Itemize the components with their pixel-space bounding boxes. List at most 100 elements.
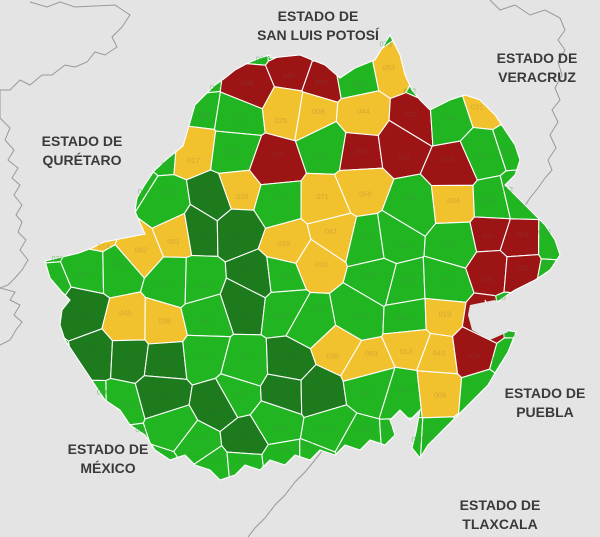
svg-text:040: 040 <box>200 316 213 325</box>
svg-text:008: 008 <box>312 107 325 116</box>
svg-text:039: 039 <box>233 234 246 243</box>
svg-text:050: 050 <box>317 388 330 397</box>
svg-text:031: 031 <box>471 102 484 111</box>
svg-text:017: 017 <box>199 353 212 362</box>
svg-text:018: 018 <box>540 260 553 269</box>
svg-text:062: 062 <box>135 246 148 255</box>
svg-text:013: 013 <box>398 152 411 161</box>
svg-text:033: 033 <box>397 241 410 250</box>
svg-text:027: 027 <box>503 147 516 156</box>
svg-text:029: 029 <box>207 406 220 415</box>
svg-text:066: 066 <box>402 276 415 285</box>
svg-text:045: 045 <box>210 83 223 92</box>
svg-text:017: 017 <box>187 156 200 165</box>
svg-text:071: 071 <box>316 192 329 201</box>
svg-text:034: 034 <box>86 346 99 355</box>
svg-text:080: 080 <box>158 390 171 399</box>
svg-text:053: 053 <box>310 304 323 313</box>
svg-text:050: 050 <box>359 190 372 199</box>
svg-text:044: 044 <box>357 106 370 115</box>
svg-text:040: 040 <box>282 71 295 80</box>
svg-text:071: 071 <box>275 388 288 397</box>
svg-text:063: 063 <box>355 147 368 156</box>
svg-text:030: 030 <box>274 423 287 432</box>
svg-text:052: 052 <box>158 280 171 289</box>
svg-text:036: 036 <box>51 254 64 263</box>
svg-text:058: 058 <box>363 270 376 279</box>
svg-text:073: 073 <box>77 312 90 321</box>
svg-text:026: 026 <box>468 351 481 360</box>
svg-text:060: 060 <box>538 227 551 236</box>
svg-text:035: 035 <box>315 151 328 160</box>
svg-text:029: 029 <box>236 192 249 201</box>
svg-text:030: 030 <box>197 233 210 242</box>
svg-text:019: 019 <box>439 309 452 318</box>
svg-text:046: 046 <box>78 269 91 278</box>
svg-text:020: 020 <box>422 432 435 441</box>
svg-text:031: 031 <box>123 355 136 364</box>
svg-text:041: 041 <box>325 227 338 236</box>
svg-text:009: 009 <box>484 196 497 205</box>
svg-text:051: 051 <box>404 110 417 119</box>
svg-text:038: 038 <box>158 317 171 326</box>
svg-text:049: 049 <box>352 79 365 88</box>
svg-text:042: 042 <box>55 278 68 287</box>
svg-text:061: 061 <box>302 440 315 449</box>
svg-text:055: 055 <box>198 281 211 290</box>
svg-text:009: 009 <box>434 390 447 399</box>
svg-text:013: 013 <box>400 347 413 356</box>
svg-text:042: 042 <box>239 455 252 464</box>
svg-text:016: 016 <box>138 187 151 196</box>
svg-text:048: 048 <box>404 193 417 202</box>
svg-text:014: 014 <box>98 241 111 250</box>
svg-text:059: 059 <box>398 313 411 322</box>
svg-text:003: 003 <box>159 355 172 364</box>
svg-text:024: 024 <box>360 232 373 241</box>
svg-text:037: 037 <box>483 231 496 240</box>
svg-text:049: 049 <box>274 311 287 320</box>
svg-text:001: 001 <box>167 237 180 246</box>
svg-text:059: 059 <box>198 111 211 120</box>
svg-text:001: 001 <box>236 433 249 442</box>
svg-text:004: 004 <box>447 196 460 205</box>
svg-text:003: 003 <box>161 160 174 169</box>
svg-text:043: 043 <box>441 155 454 164</box>
svg-text:063: 063 <box>365 349 378 358</box>
svg-text:060: 060 <box>209 453 222 462</box>
svg-text:027: 027 <box>491 355 504 364</box>
svg-text:023: 023 <box>162 187 175 196</box>
svg-text:043: 043 <box>433 348 446 357</box>
svg-text:023: 023 <box>121 400 134 409</box>
svg-text:062: 062 <box>196 434 209 443</box>
svg-text:016: 016 <box>97 387 110 396</box>
svg-text:053: 053 <box>382 63 395 72</box>
svg-text:022: 022 <box>256 55 269 64</box>
svg-text:026: 026 <box>478 151 491 160</box>
svg-text:034: 034 <box>444 114 457 123</box>
svg-text:061: 061 <box>112 260 125 269</box>
svg-text:048: 048 <box>360 388 373 397</box>
svg-text:004: 004 <box>397 385 410 394</box>
svg-text:065: 065 <box>279 271 292 280</box>
svg-text:047: 047 <box>236 388 249 397</box>
svg-text:064: 064 <box>516 230 529 239</box>
svg-text:033: 033 <box>380 422 393 431</box>
svg-text:012: 012 <box>501 185 514 194</box>
svg-text:056: 056 <box>315 78 328 87</box>
svg-text:021: 021 <box>481 275 494 284</box>
svg-text:038: 038 <box>241 78 254 87</box>
svg-text:022: 022 <box>516 264 529 273</box>
svg-text:032: 032 <box>404 86 417 95</box>
svg-text:080: 080 <box>201 187 214 196</box>
svg-text:054: 054 <box>441 276 454 285</box>
svg-text:047: 047 <box>273 192 286 201</box>
svg-text:057: 057 <box>240 351 253 360</box>
svg-text:028: 028 <box>278 239 291 248</box>
svg-text:036: 036 <box>135 425 148 434</box>
svg-text:010: 010 <box>315 260 328 269</box>
svg-text:032: 032 <box>352 311 365 320</box>
svg-text:046: 046 <box>276 445 289 454</box>
svg-text:079: 079 <box>284 352 297 361</box>
svg-text:035: 035 <box>326 352 339 361</box>
svg-text:079: 079 <box>271 151 284 160</box>
